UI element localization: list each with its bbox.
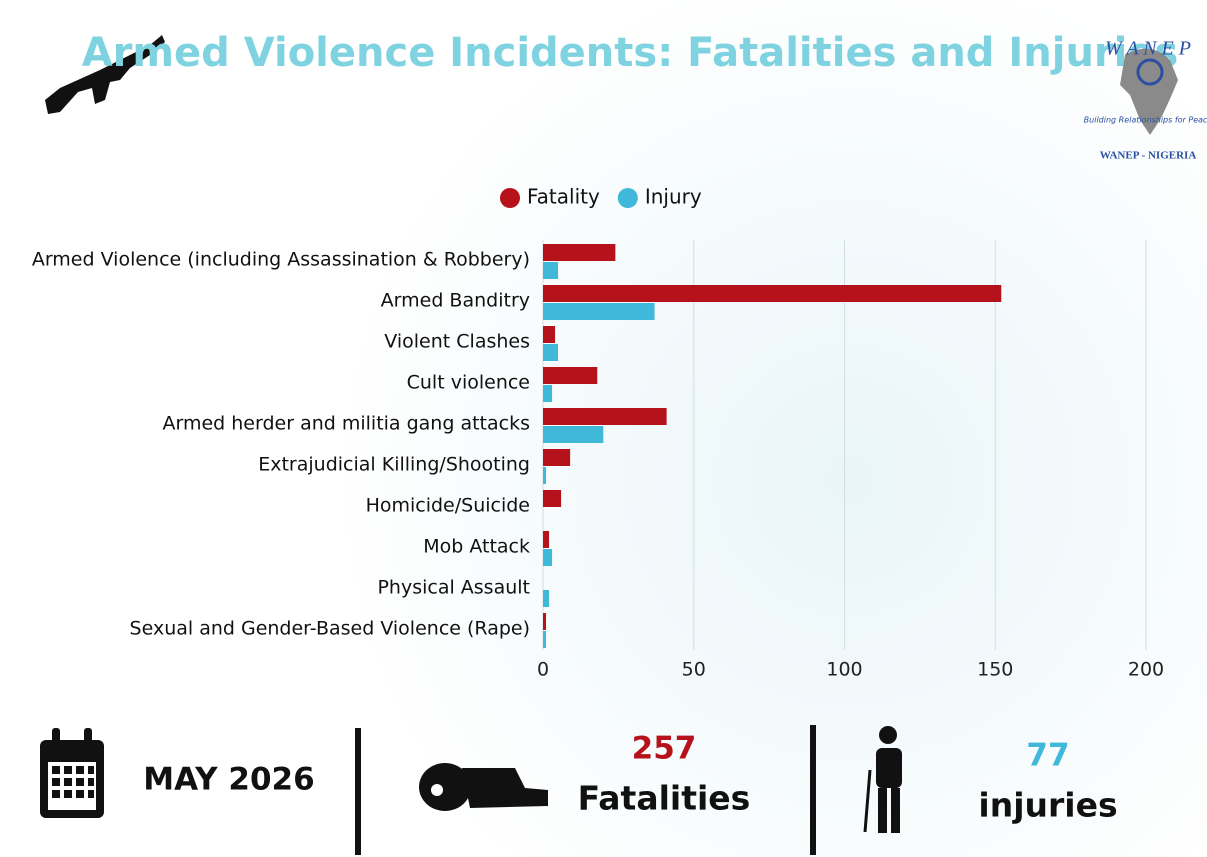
- logo-chapter: WANEP - NIGERIA: [1100, 150, 1197, 162]
- injured-icon: [863, 726, 902, 833]
- legend-swatch: [617, 188, 638, 208]
- fatalities-total: 257: [632, 731, 697, 767]
- bar: [543, 344, 559, 361]
- bar: [543, 426, 604, 443]
- y-tick-label: Homicide/Suicide: [366, 495, 530, 517]
- bar: [543, 367, 598, 384]
- bar: [543, 613, 547, 630]
- bar: [543, 326, 556, 343]
- logo-name: W A N E P: [1105, 38, 1191, 60]
- y-tick-label: Armed Violence (including Assassination …: [32, 249, 530, 271]
- x-tick-label: 200: [1128, 659, 1164, 681]
- logo-motto: Building Relationships for Peace: [1084, 116, 1207, 125]
- bar: [543, 408, 667, 425]
- bar: [543, 467, 547, 484]
- y-tick-label: Mob Attack: [423, 536, 530, 558]
- x-tick-label: 100: [826, 659, 862, 681]
- bar: [543, 262, 559, 279]
- y-tick-label: Physical Assault: [377, 577, 530, 599]
- legend-label: Fatality: [527, 185, 600, 209]
- y-tick-label: Extrajudicial Killing/Shooting: [258, 454, 530, 476]
- bar: [543, 449, 571, 466]
- period: MAY 2026: [143, 762, 314, 798]
- bar: [543, 590, 550, 607]
- bar: [543, 549, 553, 566]
- y-tick-label: Armed herder and militia gang attacks: [162, 413, 530, 435]
- injuries-total: 77: [1026, 738, 1069, 774]
- bar: [543, 490, 562, 507]
- legend-label: Injury: [645, 185, 702, 209]
- legend-swatch: [500, 188, 520, 208]
- separator: [355, 728, 361, 855]
- bar: [543, 244, 616, 261]
- y-tick-label: Sexual and Gender-Based Violence (Rape): [130, 618, 530, 640]
- gun-icon: [45, 35, 165, 114]
- bar: [543, 631, 547, 648]
- bar: [543, 285, 1002, 302]
- fatalities-label: Fatalities: [578, 779, 751, 818]
- y-tick-label: Cult violence: [407, 372, 530, 394]
- calendar-icon: [40, 728, 104, 818]
- bar: [543, 531, 550, 548]
- separator: [810, 725, 816, 855]
- injuries-label: injuries: [978, 786, 1117, 825]
- logo: W A N E P Building Relationships for Pea…: [1084, 38, 1207, 162]
- x-tick-label: 0: [537, 659, 549, 681]
- bar: [543, 385, 553, 402]
- y-tick-label: Armed Banditry: [381, 290, 530, 312]
- y-tick-label: Violent Clashes: [384, 331, 530, 353]
- chart-title: Armed Violence Incidents: Fatalities and…: [82, 30, 1179, 76]
- victim-icon: [419, 763, 548, 811]
- x-tick-label: 50: [682, 659, 706, 681]
- x-tick-label: 150: [977, 659, 1013, 681]
- bar: [543, 303, 655, 320]
